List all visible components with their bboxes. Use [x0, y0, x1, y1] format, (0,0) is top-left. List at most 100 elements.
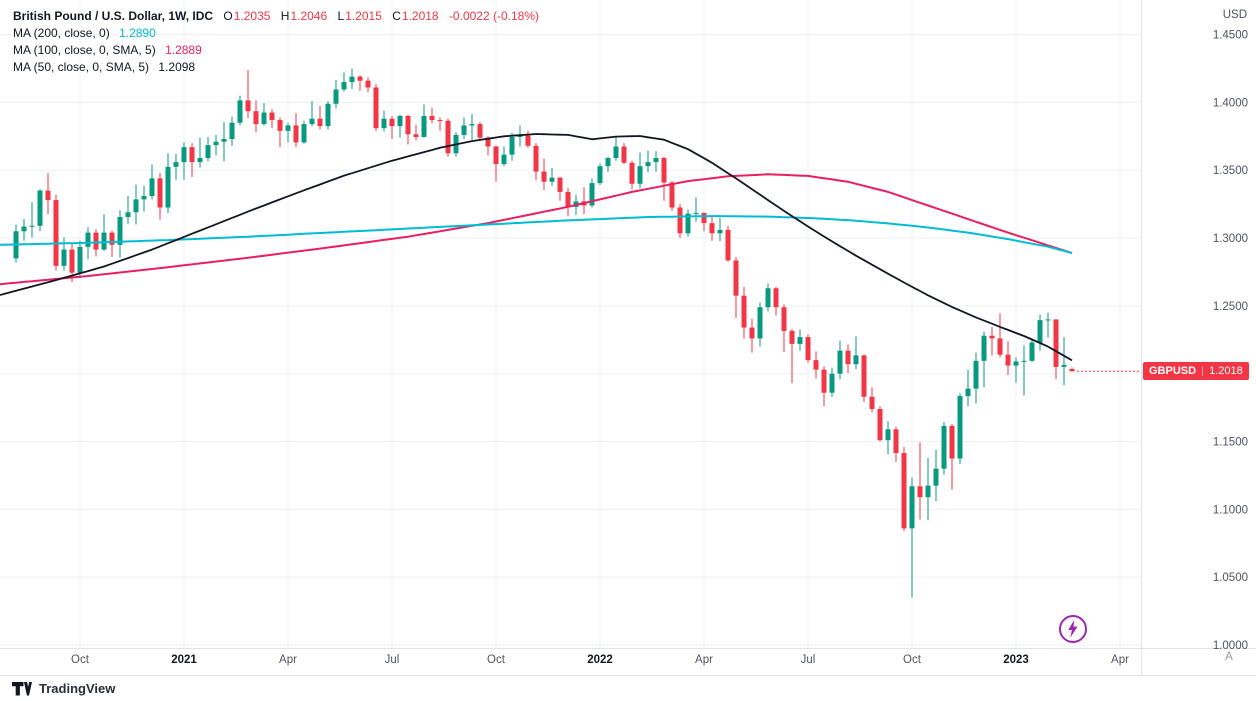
- symbol-legend-row[interactable]: British Pound / U.S. Dollar, 1W, IDC O1.…: [13, 8, 539, 25]
- candle: [1021, 345, 1027, 396]
- candle: [981, 331, 987, 388]
- candle: [909, 477, 915, 598]
- candle: [349, 68, 355, 89]
- candle: [197, 137, 203, 168]
- tradingview-logo-icon[interactable]: [12, 681, 32, 696]
- candle: [637, 152, 643, 189]
- candle: [53, 194, 59, 271]
- candle: [933, 449, 939, 502]
- candle: [245, 69, 251, 118]
- candle: [925, 457, 931, 521]
- candle: [37, 189, 43, 232]
- candle: [365, 77, 371, 93]
- candle: [173, 153, 179, 180]
- candle: [381, 110, 387, 132]
- candle: [973, 352, 979, 404]
- candle: [501, 146, 507, 167]
- price-tick-label: 1.1500: [1213, 437, 1248, 449]
- ohlc-high-label: H: [280, 9, 290, 23]
- candle: [757, 302, 763, 347]
- indicator-label: MA (200, close, 0): [13, 26, 110, 40]
- price-tick-label: 1.4500: [1213, 30, 1248, 42]
- candle: [341, 72, 347, 92]
- time-tick-label: Apr: [1111, 654, 1129, 666]
- candle: [101, 214, 107, 251]
- auto-scale-label[interactable]: A: [1225, 651, 1233, 663]
- candle: [717, 217, 723, 242]
- price-tick-label: 1.0500: [1213, 572, 1248, 584]
- candle: [1045, 312, 1051, 338]
- price-axis[interactable]: 1.45001.40001.35001.30001.25001.20001.15…: [1213, 30, 1248, 652]
- indicator-value: 1.2098: [158, 60, 196, 74]
- candle: [669, 181, 675, 211]
- instant-refresh-button[interactable]: [1059, 615, 1087, 643]
- indicator-value: 1.2889: [165, 43, 202, 57]
- candle: [277, 117, 283, 148]
- candle: [629, 160, 635, 190]
- time-tick-label: Oct: [487, 654, 506, 666]
- ma-50-line[interactable]: [0, 133, 1073, 362]
- ohlc-open-value: 1.2035: [233, 9, 271, 23]
- candle: [461, 117, 467, 140]
- candle: [77, 240, 83, 279]
- candle: [45, 172, 51, 215]
- badge-separator: [1202, 366, 1204, 377]
- candle: [685, 209, 691, 237]
- price-axis-currency-label: USD: [1222, 9, 1247, 21]
- candle: [549, 168, 555, 186]
- indicator-value: 1.2890: [119, 26, 156, 40]
- candle: [141, 185, 147, 212]
- price-tick-label: 1.3500: [1213, 165, 1248, 177]
- candle: [405, 114, 411, 145]
- candle: [621, 143, 627, 165]
- candle: [789, 328, 795, 384]
- candle: [165, 153, 171, 213]
- time-tick-label: 2021: [171, 654, 197, 666]
- gridlines: [0, 0, 1141, 648]
- time-axis[interactable]: Oct 2021 Apr Jul Oct 2022 Apr Jul Oct 2023 Apr: [71, 654, 1129, 666]
- candle: [829, 367, 835, 397]
- candle: [893, 426, 899, 462]
- candle: [565, 187, 571, 217]
- indicator-row-ma200[interactable]: MA (200, close, 0) 1.2890: [13, 25, 539, 42]
- candle: [541, 158, 547, 190]
- candle: [1013, 357, 1019, 383]
- ohlc-high-value: 1.2046: [290, 9, 328, 23]
- time-tick-label: Jul: [385, 654, 400, 666]
- tradingview-brand-text[interactable]: TradingView: [39, 681, 116, 696]
- candle: [533, 143, 539, 181]
- indicator-row-ma50[interactable]: MA (50, close, 0, SMA, 5) 1.2098: [13, 59, 539, 76]
- time-tick-label: Oct: [71, 654, 90, 666]
- candle: [605, 156, 611, 172]
- time-tick-label: Apr: [695, 654, 713, 666]
- candle: [725, 225, 731, 262]
- price-tick-label: 1.3000: [1213, 233, 1248, 245]
- ma-200-line[interactable]: [0, 215, 1073, 254]
- candle: [581, 187, 587, 215]
- candle: [997, 313, 1003, 358]
- chart-pane[interactable]: 1.45001.40001.35001.30001.25001.20001.15…: [0, 0, 1256, 675]
- ma-100-line[interactable]: [0, 173, 1073, 286]
- candle: [429, 107, 435, 124]
- candle: [781, 304, 787, 352]
- candle: [773, 286, 779, 316]
- change-value: -0.0022 (-0.18%): [448, 9, 539, 23]
- price-tick-label: 1.1000: [1213, 504, 1248, 516]
- candle: [333, 80, 339, 109]
- candle: [309, 101, 315, 127]
- candle: [421, 104, 427, 138]
- time-tick-label: Apr: [279, 654, 297, 666]
- candle: [109, 230, 115, 258]
- candle: [821, 366, 827, 407]
- candle: [917, 442, 923, 520]
- candle: [29, 202, 35, 238]
- candle: [525, 130, 531, 148]
- candle: [733, 257, 739, 319]
- footer-bar: TradingView: [0, 675, 1256, 701]
- indicator-row-ma100[interactable]: MA (100, close, 0, SMA, 5) 1.2889: [13, 42, 539, 59]
- candle: [397, 114, 403, 138]
- candle: [509, 132, 515, 161]
- symbol-title: British Pound / U.S. Dollar, 1W, IDC: [13, 9, 214, 23]
- candle: [205, 136, 211, 162]
- candle: [285, 122, 291, 143]
